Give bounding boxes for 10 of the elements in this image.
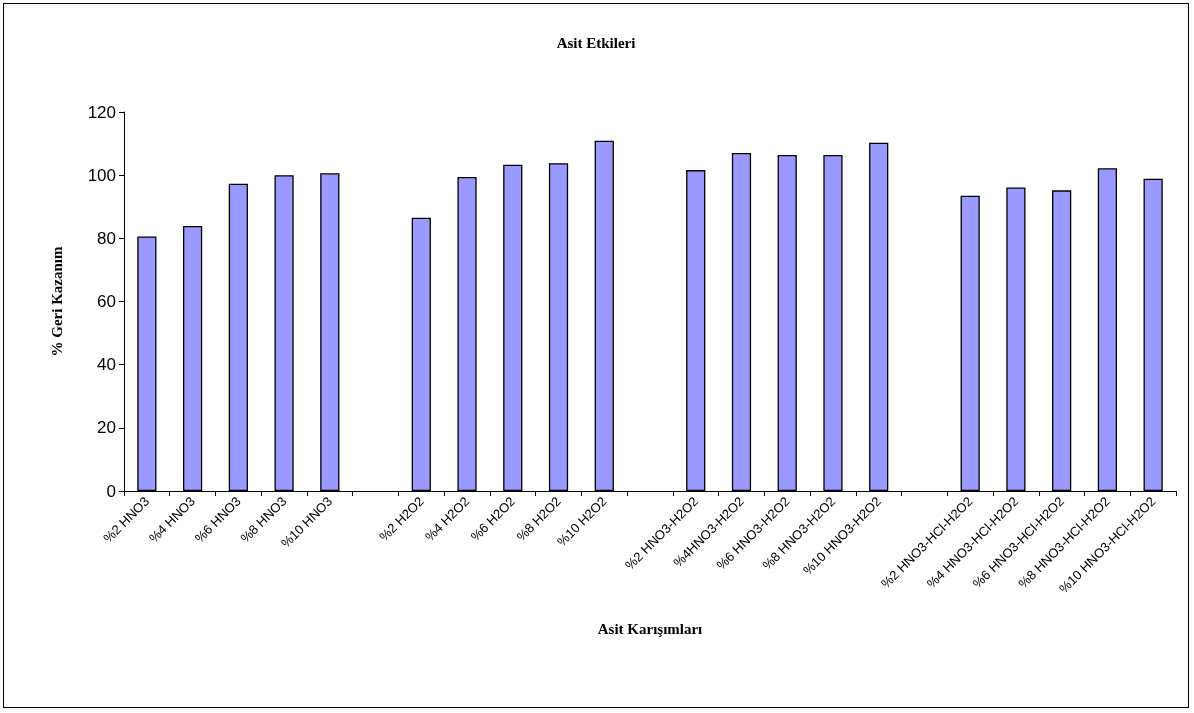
y-tick-label: 60 [97, 292, 116, 311]
y-tick-label: 40 [97, 355, 116, 375]
y-tick-label: 0 [106, 481, 116, 501]
y-tick-label: 120 [87, 102, 116, 122]
chart-title: Asit Etkileri [556, 34, 636, 51]
y-axis-title: % Geri Kazanım [48, 246, 65, 357]
x-axis-title: Asit Karışımları [597, 620, 703, 637]
y-tick-label: 100 [87, 165, 116, 185]
y-tick-label: 20 [97, 418, 116, 438]
y-tick-label: 80 [97, 228, 116, 248]
